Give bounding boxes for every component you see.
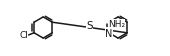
Text: S: S xyxy=(86,21,93,31)
Text: NH₂: NH₂ xyxy=(108,19,125,28)
Text: Cl: Cl xyxy=(19,31,28,40)
Text: N: N xyxy=(105,28,113,38)
